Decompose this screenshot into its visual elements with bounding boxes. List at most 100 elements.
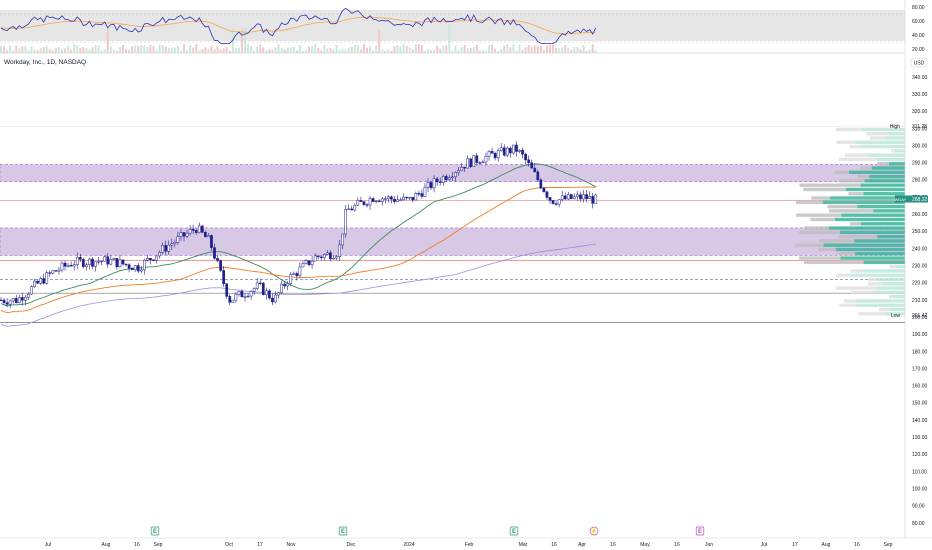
volume-bar [33, 49, 36, 53]
volume-bar [521, 49, 524, 53]
volume-bar [54, 48, 57, 53]
candle-up [24, 296, 27, 301]
candle-up [298, 266, 302, 277]
volume-bar [24, 45, 27, 53]
earnings-badge [338, 526, 348, 536]
volume-bar [423, 50, 426, 53]
volume-profile-row-up [855, 299, 905, 303]
price-axis[interactable]: USD 340.00 330.00 320.00 310.00 300.00 290.00… [890, 0, 932, 550]
candle-down [591, 196, 595, 204]
price-tick-label: 160.00 [912, 384, 928, 390]
volume-bar [149, 45, 152, 53]
time-tick-label: 17 [792, 542, 798, 548]
time-tick-label: Sep [884, 542, 893, 548]
volume-profile-row-down [795, 243, 824, 247]
candle-up [341, 233, 344, 246]
volume-bar [301, 50, 304, 53]
volume-bar [484, 50, 487, 53]
volume-profile-row-up [882, 282, 905, 286]
candle-down [548, 197, 552, 201]
candle-up [576, 194, 579, 197]
volume-bar [494, 48, 497, 53]
volume-profile-row-up [854, 239, 905, 243]
candle-up [94, 261, 97, 267]
instrument-title[interactable]: Workday, Inc., 1D, NASDAQ [4, 59, 86, 66]
volume-bar [292, 46, 295, 53]
volume-bar [594, 50, 597, 53]
candle-down [149, 257, 152, 260]
volume-bar [448, 24, 451, 53]
volume-bar [488, 45, 490, 53]
candle-down [362, 201, 366, 205]
volume-bar [21, 46, 24, 53]
candle-down [271, 297, 274, 303]
dividend-badge [589, 526, 599, 536]
candle-down [258, 282, 262, 285]
price-tick-label: 170.00 [912, 366, 928, 372]
candle-up [237, 291, 241, 295]
candle-down [213, 247, 216, 259]
volume-profile-row-up [841, 213, 905, 217]
volume-bar [100, 50, 103, 53]
candle-up [60, 262, 64, 271]
volume-profile-row-up [894, 149, 905, 153]
price-tick-label: 120.00 [912, 452, 928, 458]
time-tick-label: Apr [578, 542, 586, 548]
candle-up [118, 259, 122, 268]
volume-bar [9, 45, 12, 53]
time-axis[interactable]: Jul Aug 16 Sep Oct 17 Nov Dec 2024 Feb Mar 16 Apr 16 M… [0, 537, 932, 548]
candle-up [313, 255, 317, 262]
volume-profile-row-down [850, 290, 873, 295]
time-tick-label: 17 [257, 542, 263, 548]
candle-up [505, 147, 509, 156]
candle-up [252, 288, 256, 292]
volume-bar [57, 46, 60, 53]
volume-profile-row-up [877, 234, 905, 239]
time-tick-label: 2024 [403, 542, 414, 548]
volume-bar [341, 48, 344, 53]
candle-up [277, 292, 280, 296]
candle-up [487, 151, 491, 157]
currency-button[interactable] [910, 57, 928, 68]
candle-down [527, 159, 530, 163]
candle-up [396, 199, 399, 202]
volume-bar [561, 47, 564, 53]
volume-bar [533, 45, 536, 53]
candle-down [435, 178, 439, 183]
candle-down [444, 176, 448, 180]
volume-bar [82, 46, 85, 53]
time-tick-label: 16 [134, 542, 140, 548]
volume-profile-row-down [796, 213, 842, 217]
volume-profile-row-down [835, 127, 862, 132]
candle-up [566, 194, 570, 200]
candle-down [91, 258, 94, 267]
volume-profile-row-down [835, 286, 877, 290]
candle-up [85, 264, 88, 267]
candle-down [521, 149, 524, 155]
volume-bar [271, 49, 274, 53]
candle-up [335, 256, 338, 259]
candle-up [374, 200, 378, 203]
symbol-tag [895, 195, 906, 203]
event-badge-label: E [153, 529, 157, 535]
volume-profile-row-up [830, 196, 905, 200]
volume-profile-row-down [843, 299, 856, 303]
volume-profile-row-up [854, 140, 905, 144]
candle-up [460, 167, 463, 171]
candle-up [231, 299, 235, 303]
volume-bar [518, 44, 521, 53]
symbol-tag-label: WDAY [895, 197, 907, 202]
candle-up [322, 254, 326, 258]
volume-bar [436, 45, 439, 53]
volume-profile-row-down [866, 132, 889, 136]
volume-bar [323, 44, 326, 53]
candle-up [188, 228, 192, 234]
time-tick-label: Aug [102, 542, 111, 548]
event-badges[interactable]: E E E ⚡ E [150, 526, 705, 536]
candle-down [48, 272, 52, 274]
candle-up [88, 258, 91, 265]
candle-down [530, 162, 534, 169]
volume-profile-row-down [836, 273, 850, 277]
candle-down [545, 191, 549, 198]
